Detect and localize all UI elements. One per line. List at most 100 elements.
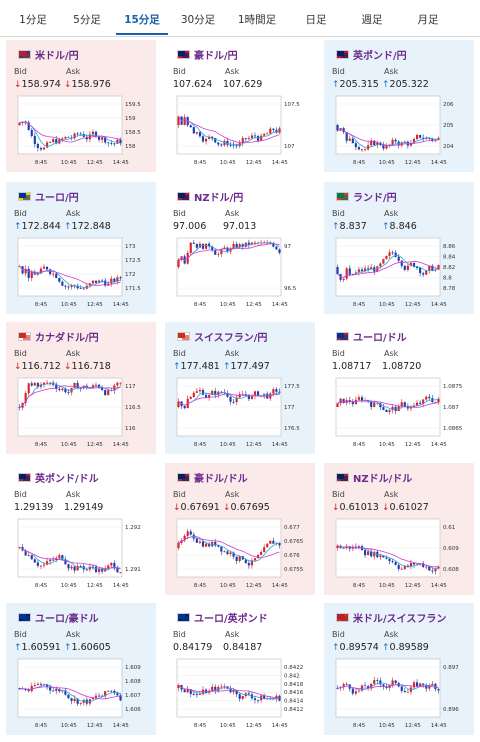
ask-number: 177.497 [230, 361, 270, 372]
currency-card[interactable]: NZドル/ドル Bid Ask ↓0.61013 ↓0.61027 0.61 0.609 0.… [324, 463, 474, 595]
candle-body [437, 566, 440, 569]
currency-card[interactable]: NZドル/円 Bid Ask 97.006 97.013 97 96.5 8:45 10:45 1… [165, 182, 315, 314]
x-tick-label: 10:45 [220, 583, 236, 589]
pair-title[interactable]: カナダドル/円 [35, 333, 99, 344]
candle-body [419, 683, 422, 687]
candle-body [382, 259, 385, 264]
tab-0[interactable]: 1分足 [19, 14, 47, 26]
pair-title[interactable]: 英ポンド/ドル [35, 474, 99, 485]
candle-body [235, 397, 238, 403]
currency-card[interactable]: 英ポンド/ドル Bid Ask 1.29139 1.29149 1.292 1.291 8:4… [6, 463, 156, 595]
mini-chart[interactable]: 0.61 0.609 0.608 8:45 10:45 12:45 14:45 [332, 517, 468, 591]
candle-body [275, 246, 278, 250]
currency-card[interactable]: 英ポンド/円 Bid Ask ↑205.315 ↑205.322 206 205 204 8:4… [324, 40, 474, 172]
flag-icon [336, 473, 349, 482]
pair-title[interactable]: ユーロ/円 [35, 193, 79, 204]
currency-card[interactable]: ユーロ/円 Bid Ask ↑172.844 ↑172.848 173 172.5 172 17… [6, 182, 156, 314]
candle-body [214, 541, 217, 546]
candle-body [226, 140, 229, 145]
currency-card[interactable]: ユーロ/豪ドル Bid Ask ↑1.60591 ↑1.60605 1.609 1.608 1… [6, 603, 156, 735]
currency-card[interactable]: 米ドル/円 Bid Ask ↓158.974 ↓158.976 159.5 159 158.5… [6, 40, 156, 172]
mini-chart[interactable]: 0.897 0.896 8:45 10:45 12:45 14:45 [332, 657, 468, 731]
candle-body [183, 535, 186, 541]
mini-chart[interactable]: 107.5 107 8:45 10:45 12:45 14:45 [173, 94, 309, 168]
candle-body [388, 252, 391, 256]
mini-chart[interactable]: 117 116.5 116 8:45 10:45 12:45 14:45 [14, 376, 150, 450]
candle-body [113, 278, 116, 282]
candle-body [204, 394, 208, 398]
bid-number: 1.08717 [332, 361, 372, 372]
pair-title[interactable]: NZドル/円 [194, 193, 244, 204]
tab-6[interactable]: 週足 [361, 14, 383, 26]
mini-chart[interactable]: 173 172.5 172 171.5 8:45 10:45 12:45 14:45 [14, 236, 150, 310]
x-tick-label: 12:45 [87, 302, 103, 308]
candle-body [272, 389, 275, 394]
moving-average-line [337, 128, 439, 147]
currency-card[interactable]: 豪ドル/円 Bid Ask 107.624 107.629 107.5 107 8:45 10:… [165, 40, 315, 172]
candle-body [336, 267, 339, 275]
mini-chart[interactable]: 1.0875 1.087 1.0865 8:45 10:45 12:45 14:45 [332, 376, 468, 450]
bid-number: 158.974 [21, 79, 61, 90]
candle-body [428, 396, 431, 399]
candle-body [107, 142, 110, 144]
ask-value: ↓116.718 [64, 361, 111, 372]
pair-title[interactable]: 豪ドル/円 [194, 51, 238, 62]
pair-title[interactable]: 豪ドル/ドル [194, 474, 248, 485]
mini-chart[interactable]: 206 205 204 8:45 10:45 12:45 14:45 [332, 94, 468, 168]
candle-body [345, 132, 348, 141]
pair-title[interactable]: ユーロ/豪ドル [35, 614, 99, 625]
tab-7[interactable]: 月足 [417, 14, 439, 26]
candle-body [116, 277, 119, 282]
candle-body [104, 568, 107, 572]
currency-card[interactable]: 米ドル/スイスフラン Bid Ask ↑0.89574 ↑0.89589 0.897 0.8… [324, 603, 474, 735]
mini-chart[interactable]: 1.292 1.291 8:45 10:45 12:45 14:45 [14, 517, 150, 591]
y-tick-label: 1.608 [125, 679, 141, 685]
ask-label: Ask [225, 630, 240, 639]
tab-5[interactable]: 日足 [305, 14, 327, 26]
bid-value: ↑205.315 [332, 79, 379, 90]
candle-body [67, 392, 70, 393]
pair-title[interactable]: ユーロ/ドル [353, 333, 407, 344]
pair-title[interactable]: NZドル/ドル [353, 474, 413, 485]
candle-body [30, 555, 33, 560]
mini-chart[interactable]: 177.5 177 176.5 8:45 10:45 12:45 14:45 [173, 376, 309, 450]
currency-card[interactable]: ユーロ/ドル Bid Ask 1.08717 1.08720 1.0875 1.087 1.0… [324, 322, 474, 454]
currency-card[interactable]: 豪ドル/ドル Bid Ask ↓0.67691 ↓0.67695 0.677 0.6765 0… [165, 463, 315, 595]
tab-1[interactable]: 5分足 [73, 14, 101, 26]
candle-body [94, 695, 98, 698]
mini-chart[interactable]: 97 96.5 8:45 10:45 12:45 14:45 [173, 236, 309, 310]
x-tick-label: 10:45 [379, 583, 395, 589]
mini-chart[interactable]: 0.677 0.6765 0.676 0.6755 8:45 10:45 12:45 14:4… [173, 517, 309, 591]
currency-card[interactable]: カナダドル/円 Bid Ask ↓116.712 ↓116.718 117 116.5 116… [6, 322, 156, 454]
candle-body [354, 691, 357, 694]
candle-body [116, 139, 119, 144]
pair-title[interactable]: 英ポンド/円 [353, 51, 407, 62]
pair-title[interactable]: ランド/円 [353, 193, 397, 204]
moving-average-line [178, 684, 280, 699]
x-tick-label: 8:45 [194, 302, 207, 308]
tab-2[interactable]: 15分足 [116, 0, 168, 35]
pair-title[interactable]: スイスフラン/円 [194, 333, 268, 344]
candle-body [370, 267, 373, 270]
mini-chart[interactable]: 0.8422 0.842 0.8418 0.8416 0.8414 0.8412 8:45 1… [173, 657, 309, 731]
currency-card[interactable]: スイスフラン/円 Bid Ask ↑177.481 ↑177.497 177.5 177 17… [165, 322, 315, 454]
currency-card[interactable]: ランド/円 Bid Ask ↑8.837 ↑8.846 8.86 8.84 8.82 8.8 8.… [324, 182, 474, 314]
tab-4[interactable]: 1時間足 [237, 14, 277, 26]
candle-body [406, 691, 409, 693]
candle-body [363, 268, 367, 271]
y-tick-label: 171.5 [125, 286, 141, 292]
mini-chart[interactable]: 1.609 1.608 1.607 1.606 8:45 10:45 12:45 14:45 [14, 657, 150, 731]
pair-title[interactable]: 米ドル/スイスフラン [353, 614, 447, 625]
currency-card[interactable]: ユーロ/英ポンド Bid Ask 0.84179 0.84187 0.8422 0.842 0… [165, 603, 315, 735]
tab-3[interactable]: 30分足 [180, 14, 216, 26]
pair-title[interactable]: ユーロ/英ポンド [194, 614, 268, 625]
candle-body [336, 403, 339, 407]
ask-number: 1.08720 [382, 361, 422, 372]
pair-title[interactable]: 米ドル/円 [35, 51, 79, 62]
candle-body [18, 688, 21, 689]
ask-value: 107.629 [223, 79, 262, 90]
mini-chart[interactable]: 8.86 8.84 8.82 8.8 8.78 8:45 10:45 12:45 14:45 [332, 236, 468, 310]
candle-body [342, 684, 345, 688]
mini-chart[interactable]: 159.5 159 158.5 158 8:45 10:45 12:45 14:45 [14, 94, 150, 168]
x-tick-label: 12:45 [246, 583, 262, 589]
